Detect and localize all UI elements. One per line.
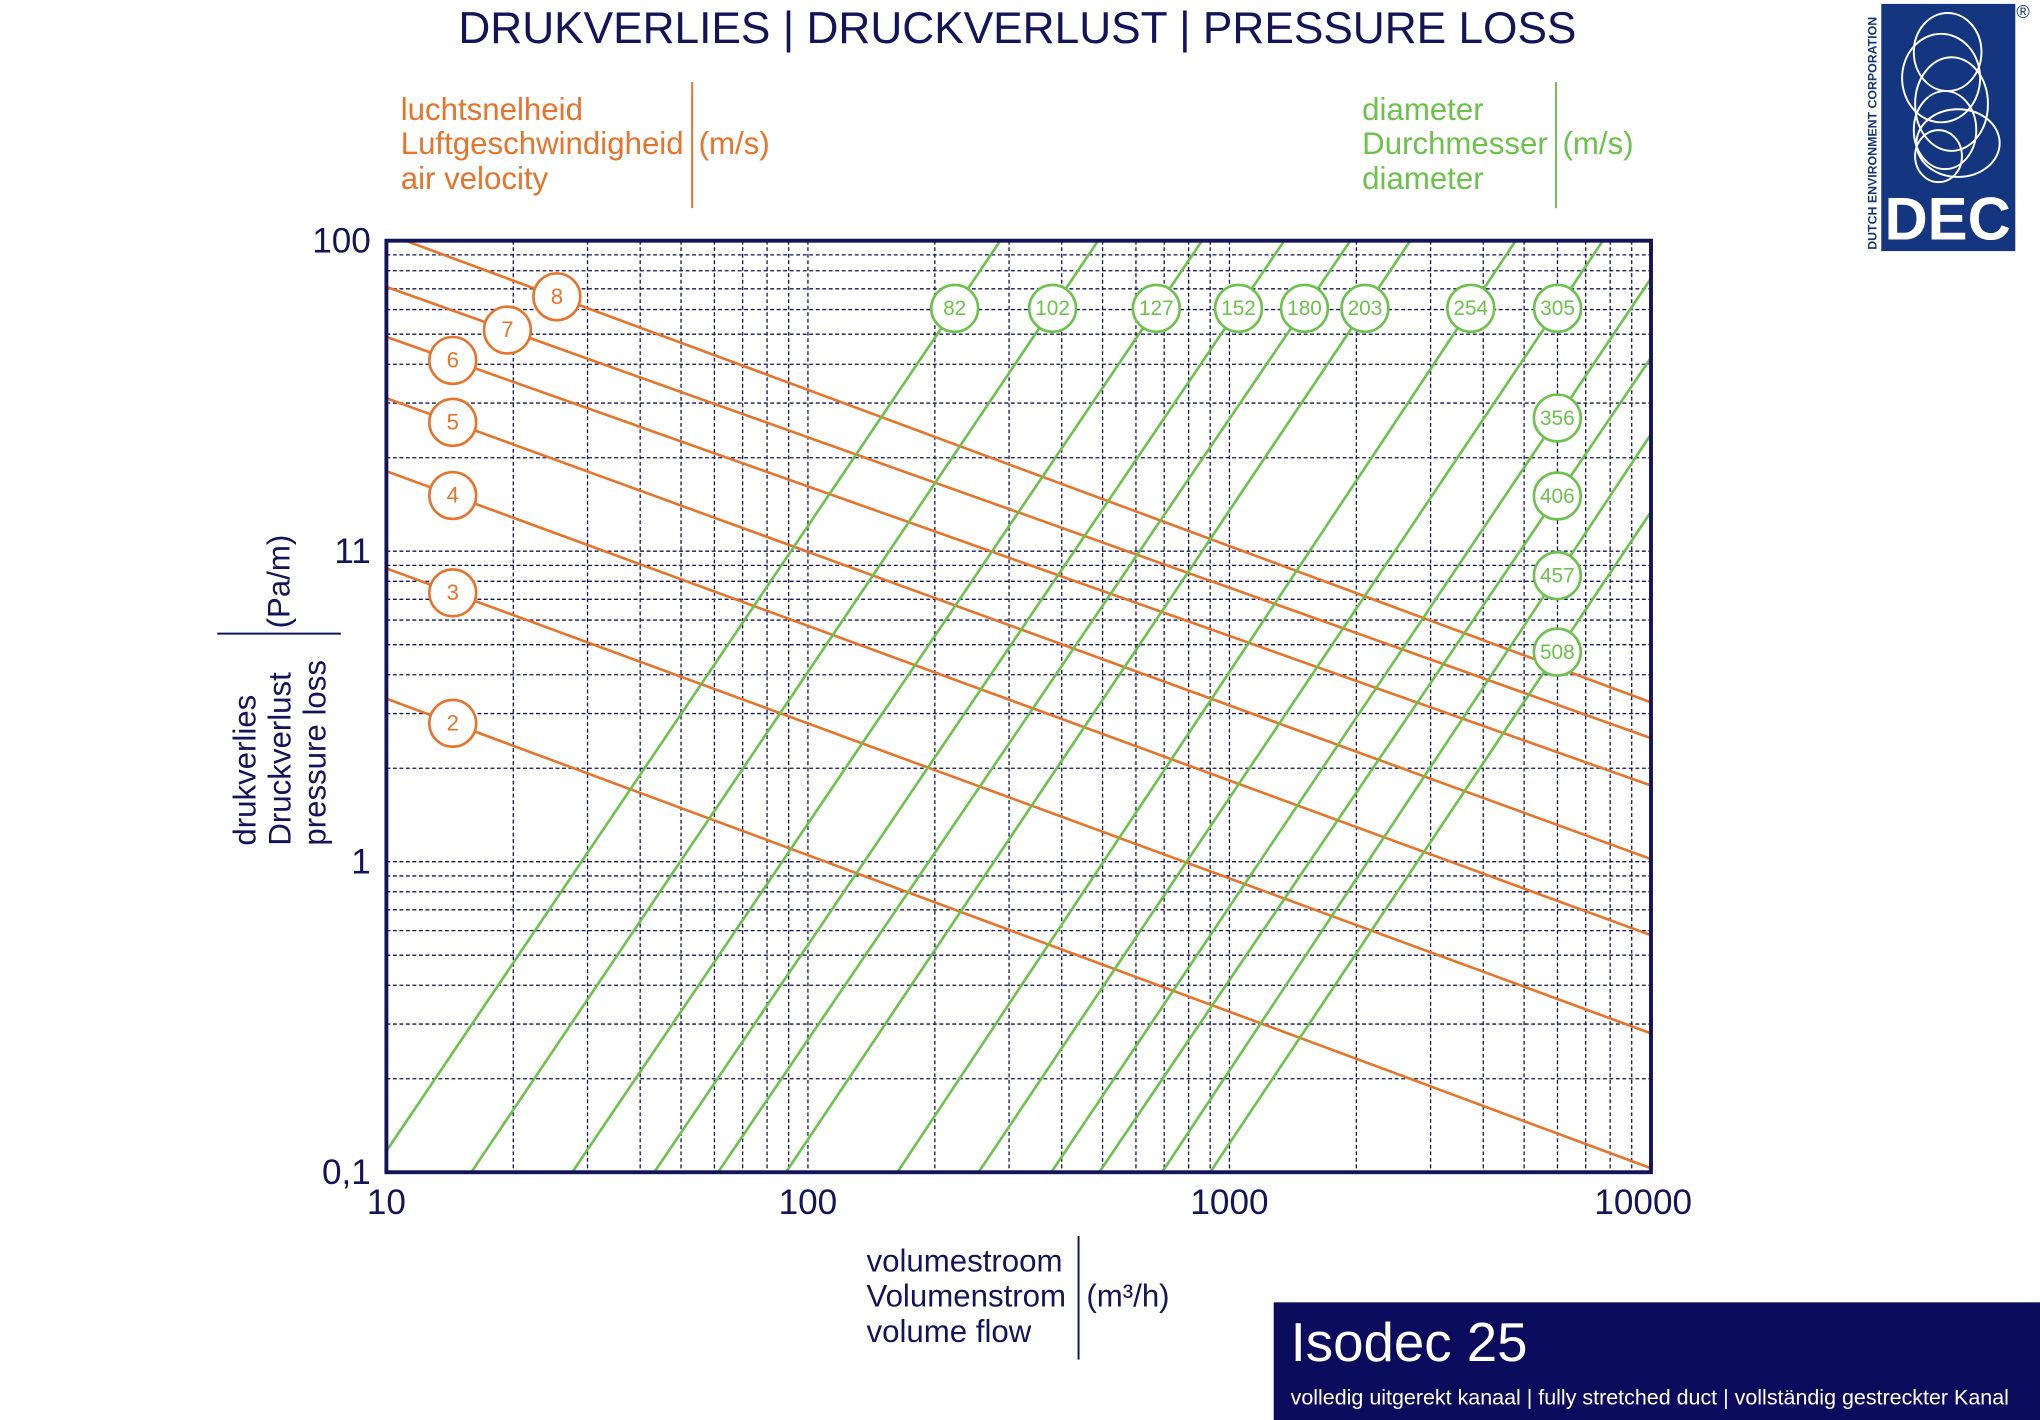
logo-mark: ® bbox=[2016, 2, 2030, 22]
series-label-circle bbox=[1532, 283, 1583, 334]
header-line: Luftgeschwindigheid bbox=[401, 126, 684, 161]
y-tick-label: 11 bbox=[334, 532, 370, 571]
series-line bbox=[977, 239, 1604, 1173]
header-line: diameter bbox=[1362, 161, 1483, 196]
series-line bbox=[385, 567, 1652, 1035]
y-label-line: Druckverlust bbox=[263, 672, 298, 846]
series-label: 406 bbox=[1540, 485, 1575, 508]
logo-box bbox=[1881, 3, 2016, 252]
y-label-line: drukverlies bbox=[227, 695, 262, 846]
series-line bbox=[385, 396, 1652, 861]
series-label: 3 bbox=[447, 580, 459, 605]
series-label: 2 bbox=[447, 710, 459, 735]
y-tick-label: 0,1 bbox=[322, 1153, 371, 1192]
series-label-circle bbox=[428, 470, 478, 521]
y-label-line: pressure loss bbox=[298, 660, 333, 846]
logo: DEC DUTCH ENVIRONMENT CORPORATION ® bbox=[1866, 2, 2031, 253]
series-label-circle bbox=[428, 698, 478, 749]
series-label-circle bbox=[1027, 283, 1078, 334]
series-label: 102 bbox=[1035, 297, 1070, 320]
series-line bbox=[385, 697, 1652, 1170]
velocity-header: luchtsnelheid Luftgeschwindigheid air ve… bbox=[401, 81, 770, 209]
title: DRUKVERLIES | DRUCKVERLUST | PRESSURE LO… bbox=[458, 4, 1576, 53]
y-axis-label: drukverlies Druckverlust pressure loss (… bbox=[217, 535, 341, 846]
series-label-circle bbox=[1532, 550, 1583, 601]
series-line bbox=[716, 239, 1352, 1173]
series-label-circle bbox=[428, 335, 478, 386]
series-label: 82 bbox=[943, 297, 966, 320]
series-line bbox=[405, 239, 1652, 704]
header-line: luchtsnelheid bbox=[401, 92, 583, 127]
series-label: 6 bbox=[447, 348, 459, 373]
series-label-circle bbox=[1213, 283, 1264, 334]
series-line bbox=[1209, 511, 1653, 1173]
series-label-circle bbox=[1532, 393, 1583, 443]
series-line bbox=[1160, 433, 1653, 1173]
series-label: 5 bbox=[447, 410, 459, 435]
product-background bbox=[1273, 1302, 2040, 1420]
diameter-header: diameter Durchmesser diameter (m/s) bbox=[1362, 81, 1634, 209]
series-label-circle bbox=[929, 283, 980, 334]
x-tick-label: 10 bbox=[367, 1183, 406, 1222]
series-label: 203 bbox=[1348, 297, 1383, 320]
series-label: 8 bbox=[551, 284, 563, 309]
x-tick-label: 1000 bbox=[1190, 1183, 1268, 1222]
series-label: 305 bbox=[1540, 297, 1575, 320]
series-label: 254 bbox=[1453, 297, 1488, 320]
header-line: Durchmesser bbox=[1362, 126, 1548, 161]
series-line bbox=[784, 239, 1412, 1173]
series-line bbox=[571, 239, 1204, 1173]
product-name: Isodec 25 bbox=[1291, 1312, 1528, 1373]
series-label: 4 bbox=[447, 483, 459, 508]
series-label-circle bbox=[532, 272, 582, 322]
series-label: 127 bbox=[1139, 297, 1174, 320]
y-tick-label: 1 bbox=[351, 843, 371, 882]
header-unit: (m/s) bbox=[699, 126, 770, 161]
logo-name: DEC bbox=[1884, 186, 2010, 253]
series-line bbox=[385, 239, 1002, 1152]
series-label-circle bbox=[1532, 627, 1583, 677]
series-line bbox=[385, 469, 1652, 937]
header-line: air velocity bbox=[401, 161, 549, 196]
series-label-circle bbox=[1446, 283, 1496, 334]
series-label-circle bbox=[1279, 283, 1330, 334]
series-label: 457 bbox=[1540, 564, 1575, 587]
series-label-circle bbox=[1340, 283, 1390, 334]
series-line bbox=[385, 335, 1652, 787]
series-label-circle bbox=[482, 305, 533, 355]
x-label-line: Volumenstrom bbox=[866, 1279, 1066, 1314]
series-label-circle bbox=[1532, 471, 1583, 521]
series-label-circle bbox=[428, 568, 478, 618]
x-tick-label: 10000 bbox=[1594, 1183, 1692, 1222]
logo-company: DUTCH ENVIRONMENT CORPORATION bbox=[1866, 17, 1880, 250]
header-unit: (m/s) bbox=[1563, 126, 1634, 161]
series-label-circle bbox=[1131, 283, 1182, 334]
product-subtitle: volledig uitgerekt kanaal | fully stretc… bbox=[1291, 1385, 2009, 1409]
product-box: Isodec 25 volledig uitgerekt kanaal | fu… bbox=[1273, 1302, 2040, 1420]
y-tick-label: 100 bbox=[312, 222, 371, 261]
logo-spiral bbox=[1901, 12, 2001, 184]
series-label: 7 bbox=[501, 317, 513, 342]
series-label: 356 bbox=[1540, 407, 1575, 430]
x-label-line: volumestroom bbox=[866, 1244, 1062, 1279]
x-axis-label: volumestroom Volumenstrom volume flow (m… bbox=[866, 1235, 1170, 1360]
series-label-circle bbox=[428, 397, 478, 448]
x-tick-label: 100 bbox=[779, 1183, 838, 1222]
series-line bbox=[653, 239, 1286, 1173]
y-unit: (Pa/m) bbox=[261, 535, 296, 629]
x-label-line: volume flow bbox=[866, 1314, 1031, 1349]
header-line: diameter bbox=[1362, 92, 1483, 127]
series-line bbox=[896, 239, 1517, 1173]
series-label: 152 bbox=[1221, 297, 1256, 320]
series-line bbox=[470, 239, 1100, 1173]
series-label: 180 bbox=[1287, 297, 1322, 320]
series-label: 508 bbox=[1540, 641, 1575, 664]
x-unit: (m³/h) bbox=[1086, 1279, 1169, 1314]
plot-frame bbox=[384, 238, 1653, 1175]
